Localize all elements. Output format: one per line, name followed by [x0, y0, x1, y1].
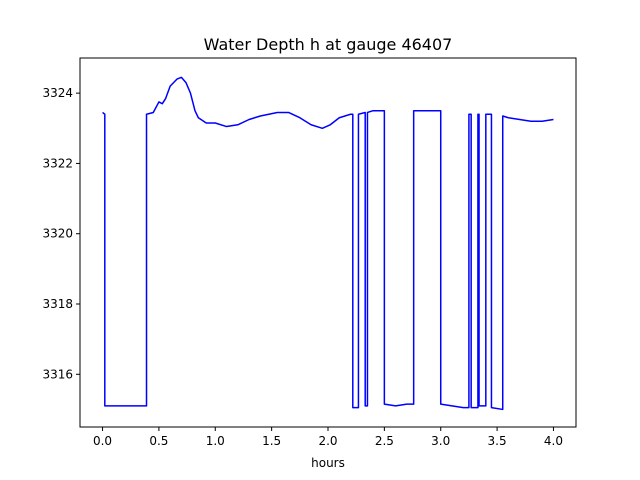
plot-area-frame [79, 57, 577, 428]
series-lines [102, 76, 554, 411]
series-line-0 [102, 76, 554, 411]
x-tick-label: 2.5 [375, 434, 394, 448]
x-tick-label: 2.0 [318, 434, 337, 448]
x-tick-label: 0.5 [149, 434, 168, 448]
y-tick-label: 3320 [42, 227, 73, 241]
x-axis-label: hours [311, 456, 345, 470]
y-tick-label: 3316 [42, 367, 73, 381]
x-axis: 0.0 0.5 1.0 1.5 2.0 2.5 3.0 3.5 4.0 [93, 427, 563, 448]
chart-title: Water Depth h at gauge 46407 [204, 35, 453, 54]
x-tick-label: 1.5 [262, 434, 281, 448]
y-tick-label: 3324 [42, 86, 73, 100]
y-tick-label: 3322 [42, 156, 73, 170]
x-tick-label: 3.5 [488, 434, 507, 448]
x-tick-label: 0.0 [93, 434, 112, 448]
x-tick-label: 3.0 [431, 434, 450, 448]
y-axis: 3316 3318 3320 3322 3324 [42, 86, 80, 381]
x-tick-label: 1.0 [206, 434, 225, 448]
y-tick-label: 3318 [42, 297, 73, 311]
x-tick-label: 4.0 [544, 434, 563, 448]
